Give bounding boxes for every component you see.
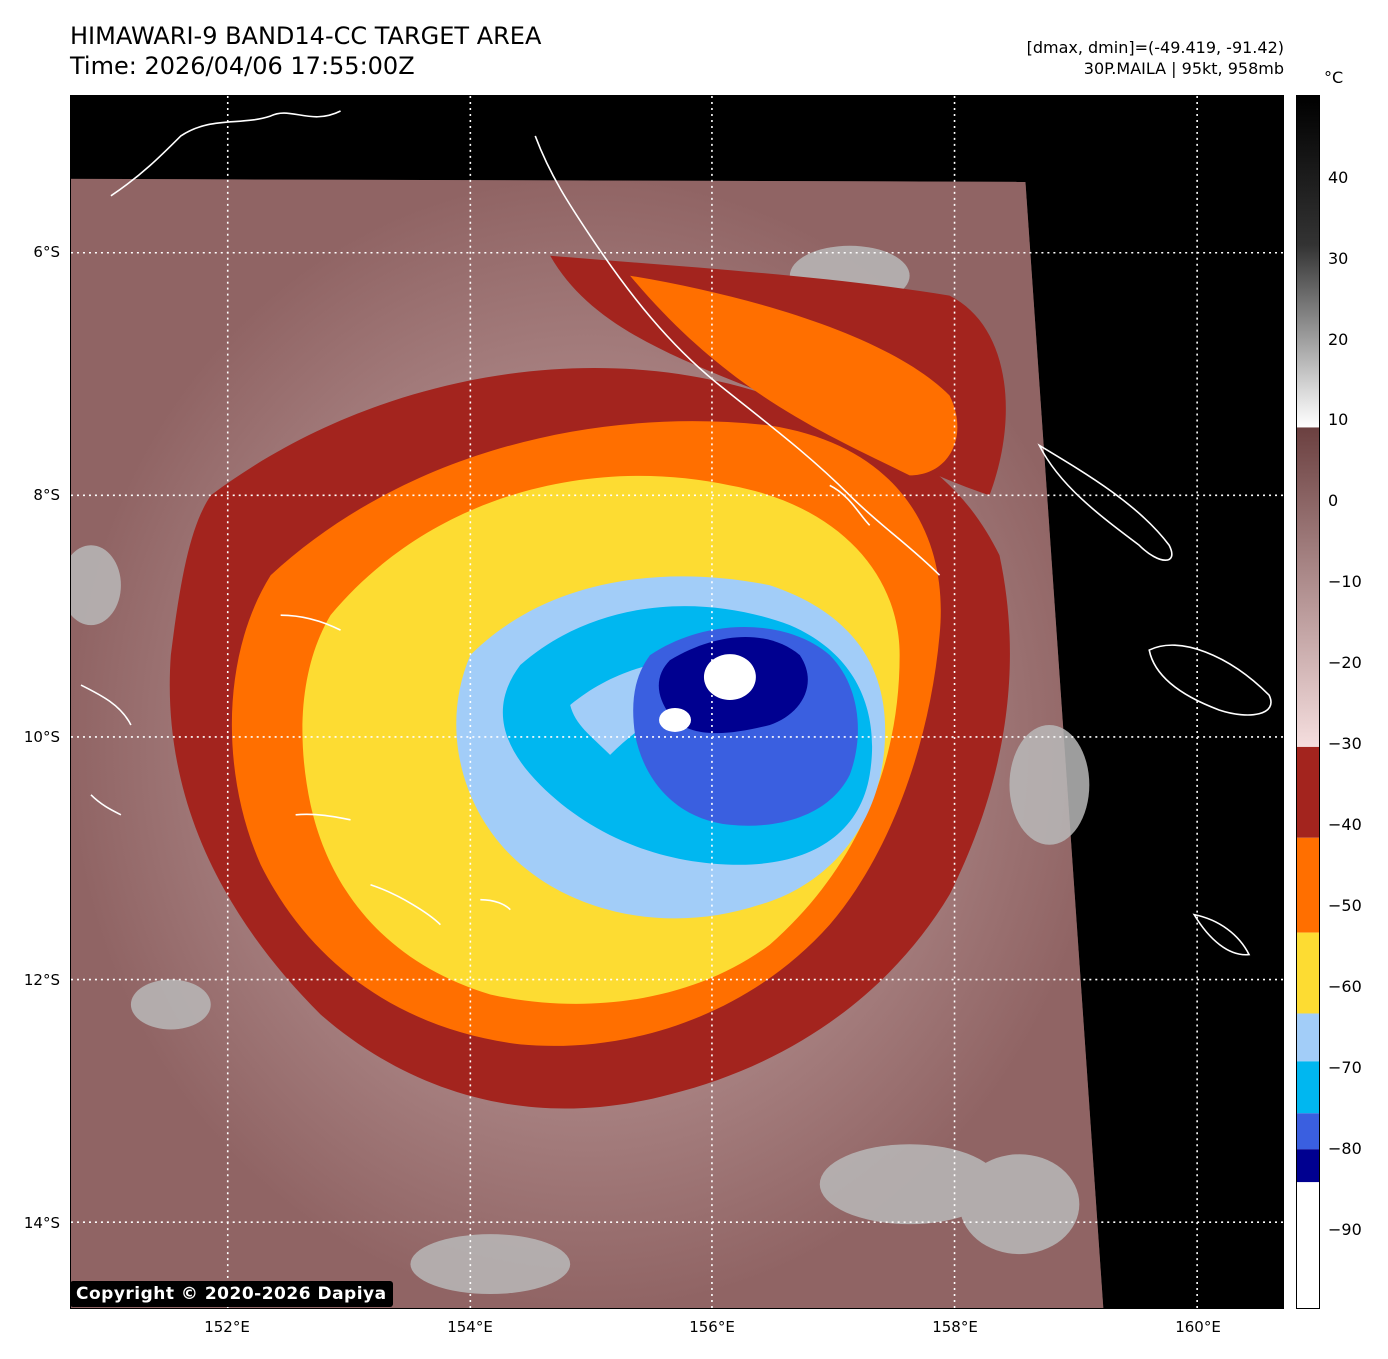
storm-info: 30P.MAILA | 95kt, 958mb — [1083, 59, 1284, 78]
colorbar-tick-m60: −60 — [1328, 977, 1362, 996]
lat-label-12s: 12°S — [23, 971, 60, 989]
colorbar-tick-m30: −30 — [1328, 734, 1362, 753]
lat-label-14s: 14°S — [23, 1214, 60, 1232]
lat-label-10s: 10°S — [23, 728, 60, 746]
graticule — [71, 96, 1283, 1308]
colorbar — [1296, 95, 1320, 1309]
temperature-range: [dmax, dmin]=(-49.419, -91.42) — [1026, 38, 1284, 57]
lon-label-152e: 152°E — [204, 1318, 250, 1336]
lon-label-160e: 160°E — [1175, 1318, 1221, 1336]
colorbar-tick-m50: −50 — [1328, 896, 1362, 915]
colorbar-tick-m20: −20 — [1328, 653, 1362, 672]
colorbar-tick-m80: −80 — [1328, 1139, 1362, 1158]
lon-label-156e: 156°E — [689, 1318, 735, 1336]
lat-label-8s: 8°S — [33, 486, 60, 504]
colorbar-tick-10: 10 — [1328, 410, 1349, 429]
satellite-map — [70, 95, 1284, 1309]
coastlines — [80, 110, 1272, 956]
lon-label-154e: 154°E — [447, 1318, 493, 1336]
colorbar-unit: °C — [1324, 68, 1344, 87]
eye — [703, 654, 756, 701]
colorbar-tick-20: 20 — [1328, 330, 1349, 349]
colorbar-tick-30: 30 — [1328, 249, 1349, 268]
colorbar-tick-m40: −40 — [1328, 815, 1362, 834]
storm-cloud-shield — [169, 255, 1010, 1109]
image-title: HIMAWARI-9 BAND14-CC TARGET AREA — [70, 22, 542, 50]
lon-label-158e: 158°E — [932, 1318, 978, 1336]
colorbar-tick-40: 40 — [1328, 168, 1349, 187]
colorbar-tick-0: 0 — [1328, 491, 1339, 510]
colorbar-tick-m70: −70 — [1328, 1058, 1362, 1077]
colorbar-tick-m10: −10 — [1328, 572, 1362, 591]
lat-label-6s: 6°S — [33, 243, 60, 261]
colorbar-tick-m90: −90 — [1328, 1220, 1362, 1239]
image-time: Time: 2026/04/06 17:55:00Z — [70, 52, 415, 80]
copyright-badge: Copyright © 2020-2026 Dapiya — [70, 1281, 393, 1307]
